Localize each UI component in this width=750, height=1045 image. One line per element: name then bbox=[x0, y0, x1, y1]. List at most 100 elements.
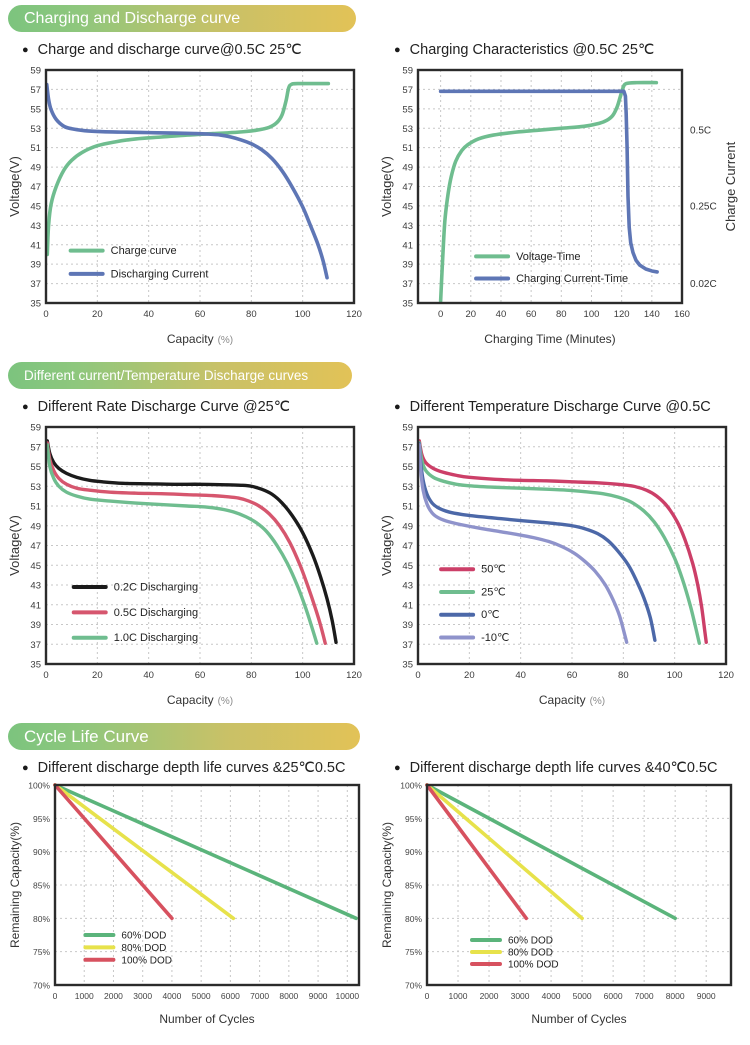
charts-row-3: ● Different discharge depth life curves … bbox=[8, 752, 742, 1029]
svg-text:55: 55 bbox=[30, 104, 41, 115]
svg-text:41: 41 bbox=[30, 240, 41, 251]
bullet-icon: ● bbox=[22, 761, 29, 774]
charts-row-2: ● Different Rate Discharge Curve @25℃ 0 2… bbox=[8, 391, 742, 710]
svg-text:90%: 90% bbox=[33, 847, 50, 857]
svg-text:Capacity(%): Capacity (%) bbox=[539, 693, 605, 707]
svg-text:57: 57 bbox=[30, 442, 41, 453]
svg-text:100%: 100% bbox=[400, 781, 422, 791]
chart-title: ● Charging Characteristics @0.5C 25℃ bbox=[394, 40, 742, 60]
svg-text:85%: 85% bbox=[405, 881, 422, 891]
section-banner-discharge: Different current/Temperature Discharge … bbox=[8, 362, 352, 389]
svg-text:7000: 7000 bbox=[635, 991, 654, 1001]
bullet-icon: ● bbox=[22, 400, 29, 413]
svg-text:80%: 80% bbox=[405, 914, 422, 924]
svg-text:1000: 1000 bbox=[75, 991, 94, 1001]
svg-text:Charging Current-Time: Charging Current-Time bbox=[516, 273, 628, 285]
svg-text:35: 35 bbox=[30, 299, 41, 310]
svg-text:39: 39 bbox=[402, 260, 413, 271]
svg-text:39: 39 bbox=[30, 260, 41, 271]
chart-canvas-life-40c: 0 1000 2000 3000 4000 5000 6000 7000 8000 9000 70%… bbox=[380, 781, 733, 1026]
section-cycle-life: Cycle Life Curve ● Different discharge d… bbox=[8, 723, 742, 1029]
svg-text:120: 120 bbox=[346, 309, 362, 320]
svg-text:9000: 9000 bbox=[309, 991, 328, 1001]
svg-text:51: 51 bbox=[402, 143, 413, 154]
charts-row-1: ● Charge and discharge curve@0.5C 25℃ 0 2… bbox=[8, 34, 742, 349]
svg-text:Number of Cycles: Number of Cycles bbox=[531, 1012, 626, 1026]
chart-title-text: Charging Characteristics @0.5C 25℃ bbox=[409, 42, 655, 58]
svg-text:80: 80 bbox=[246, 670, 257, 681]
svg-text:8000: 8000 bbox=[666, 991, 685, 1001]
svg-text:57: 57 bbox=[30, 85, 41, 96]
svg-text:50℃: 50℃ bbox=[481, 564, 506, 576]
svg-text:53: 53 bbox=[30, 482, 41, 493]
svg-text:39: 39 bbox=[30, 620, 41, 631]
svg-text:8000: 8000 bbox=[279, 991, 298, 1001]
chart-canvas-charge-discharge: 0 20 40 60 80 100 120 35 37 39 41 43 45 47 49 51 53 55 57 5… bbox=[8, 66, 362, 347]
svg-text:43: 43 bbox=[402, 581, 413, 592]
svg-text:0: 0 bbox=[43, 670, 48, 681]
chart-title-text: Different discharge depth life curves &2… bbox=[37, 760, 346, 776]
svg-text:59: 59 bbox=[30, 66, 41, 77]
svg-text:Charge curve: Charge curve bbox=[111, 245, 177, 257]
bullet-icon: ● bbox=[394, 761, 401, 774]
svg-text:1000: 1000 bbox=[449, 991, 468, 1001]
svg-text:Voltage(V): Voltage(V) bbox=[8, 515, 22, 576]
svg-text:Remaining Capacity(%): Remaining Capacity(%) bbox=[380, 822, 394, 948]
chart-canvas-rate-discharge: 0 20 40 60 80 100 120 35 37 39 41 43 45 47 49 51 53 55 57 5… bbox=[8, 423, 362, 708]
svg-text:95%: 95% bbox=[405, 814, 422, 824]
svg-text:51: 51 bbox=[402, 502, 413, 513]
svg-text:45: 45 bbox=[402, 201, 413, 212]
chart-canvas-charging-characteristics: 0 20 40 60 80 100 120 140 160 35 37 39 41 43 45 47 49 51 5… bbox=[380, 66, 738, 347]
svg-text:20: 20 bbox=[466, 309, 477, 320]
chart-title-text: Different Rate Discharge Curve @25℃ bbox=[37, 399, 291, 415]
svg-text:75%: 75% bbox=[33, 947, 50, 957]
svg-text:49: 49 bbox=[402, 521, 413, 532]
svg-text:59: 59 bbox=[402, 66, 413, 77]
section-charging-discharge: Charging and Discharge curve ● Charge an… bbox=[8, 5, 742, 349]
svg-text:43: 43 bbox=[30, 581, 41, 592]
svg-text:80% DOD: 80% DOD bbox=[508, 948, 553, 959]
chart-title: ● Different discharge depth life curves … bbox=[22, 758, 370, 778]
bullet-icon: ● bbox=[394, 400, 401, 413]
svg-text:57: 57 bbox=[402, 442, 413, 453]
svg-text:100: 100 bbox=[295, 309, 311, 320]
chart-canvas-life-25c: 0 1000 2000 3000 4000 5000 6000 7000 8000 9000 100… bbox=[8, 781, 361, 1026]
svg-text:Charging Time (Minutes): Charging Time (Minutes) bbox=[484, 332, 615, 346]
svg-text:49: 49 bbox=[30, 521, 41, 532]
svg-text:80%: 80% bbox=[33, 914, 50, 924]
svg-text:Remaining Capacity(%): Remaining Capacity(%) bbox=[8, 822, 22, 948]
svg-text:60% DOD: 60% DOD bbox=[121, 931, 166, 942]
svg-text:100% DOD: 100% DOD bbox=[121, 955, 172, 966]
svg-text:80: 80 bbox=[618, 670, 629, 681]
svg-text:6000: 6000 bbox=[221, 991, 240, 1001]
svg-text:60: 60 bbox=[195, 670, 206, 681]
svg-text:0: 0 bbox=[43, 309, 48, 320]
svg-text:43: 43 bbox=[402, 221, 413, 232]
svg-text:0.5C: 0.5C bbox=[690, 126, 711, 137]
svg-text:40: 40 bbox=[143, 670, 154, 681]
svg-text:100: 100 bbox=[667, 670, 683, 681]
chart-canvas-temperature-discharge: 0 20 40 60 80 100 120 35 37 39 41 43 45 47 49 51 53 55 57 5… bbox=[380, 423, 734, 708]
svg-text:41: 41 bbox=[402, 600, 413, 611]
svg-text:53: 53 bbox=[402, 124, 413, 135]
svg-text:Voltage-Time: Voltage-Time bbox=[516, 251, 580, 263]
svg-text:100: 100 bbox=[584, 309, 600, 320]
svg-text:Voltage(V): Voltage(V) bbox=[380, 515, 394, 576]
svg-text:0.02C: 0.02C bbox=[690, 279, 717, 290]
svg-text:85%: 85% bbox=[33, 881, 50, 891]
svg-text:-10℃: -10℃ bbox=[481, 632, 509, 644]
svg-text:37: 37 bbox=[30, 279, 41, 290]
bullet-icon: ● bbox=[394, 43, 401, 56]
svg-text:120: 120 bbox=[718, 670, 734, 681]
svg-text:35: 35 bbox=[30, 660, 41, 671]
chart-title: ● Different discharge depth life curves … bbox=[394, 758, 742, 778]
svg-text:70%: 70% bbox=[33, 981, 50, 991]
svg-text:40: 40 bbox=[496, 309, 507, 320]
svg-text:43: 43 bbox=[30, 221, 41, 232]
svg-text:55: 55 bbox=[402, 104, 413, 115]
svg-text:2000: 2000 bbox=[104, 991, 123, 1001]
svg-text:1.0C Discharging: 1.0C Discharging bbox=[114, 632, 198, 644]
svg-text:80: 80 bbox=[556, 309, 567, 320]
svg-text:0: 0 bbox=[53, 991, 58, 1001]
